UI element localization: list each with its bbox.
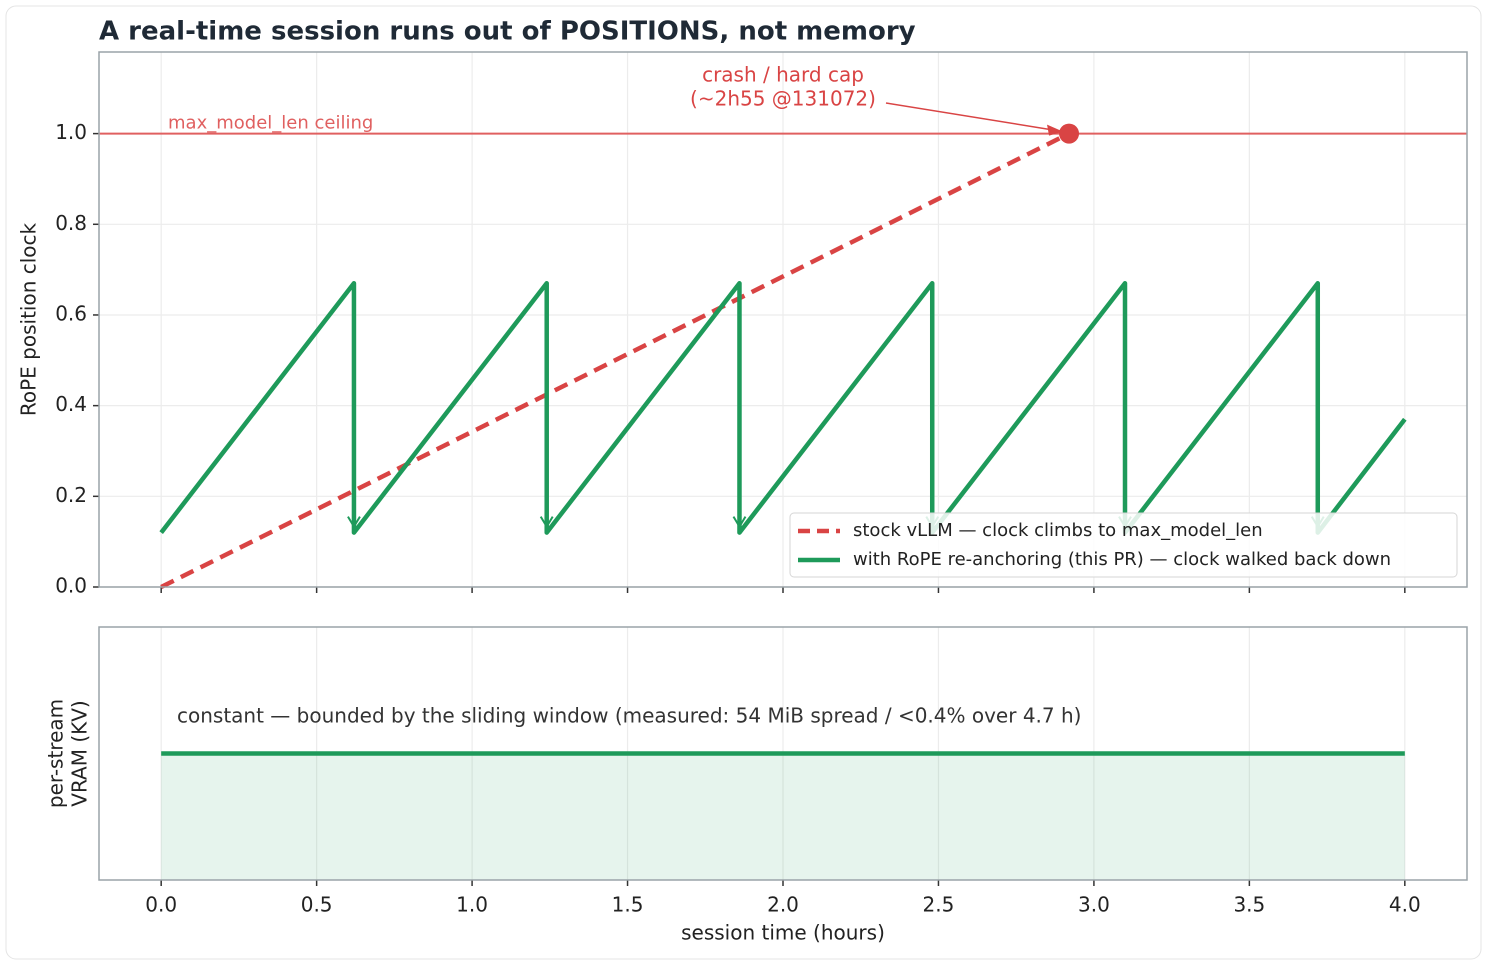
- x-tick-label: 2.5: [923, 893, 955, 917]
- axes-frame: [98, 51, 1468, 588]
- crash-label: crash / hard cap: [702, 63, 864, 87]
- chart-title: A real-time session runs out of POSITION…: [99, 17, 916, 47]
- crash-arrowhead: [1047, 124, 1064, 136]
- x-tick-label: 0.0: [145, 893, 177, 917]
- crash-point: [1059, 123, 1080, 144]
- line: [160, 131, 1071, 590]
- x-tick-label: 3.5: [1233, 893, 1265, 917]
- drop-arrow: [539, 516, 554, 529]
- y-tick-label: 0.2: [55, 483, 87, 507]
- y-tick-label: 1.0: [55, 120, 87, 144]
- area: [161, 753, 1405, 880]
- x-tick-label: 3.0: [1078, 893, 1110, 917]
- y-axis-label: RoPE position clock: [17, 222, 41, 416]
- x-tick-label: 1.0: [456, 893, 488, 917]
- line: [159, 280, 1407, 535]
- y-tick-label: 0.4: [55, 392, 87, 416]
- legend-box: [789, 512, 1458, 578]
- x-tick-label: 4.0: [1389, 893, 1421, 917]
- x-axis-label: session time (hours): [681, 921, 885, 945]
- y-tick-label: 0.8: [55, 211, 87, 235]
- annotation: constant — bounded by the sliding window…: [177, 704, 1081, 728]
- y-axis-label: per-stream: [44, 699, 68, 808]
- y-tick-label: 0.0: [55, 574, 87, 598]
- axes-frame: [98, 626, 1468, 881]
- y-tick-label: 0.6: [55, 301, 87, 325]
- crash-label: (~2h55 @131072): [690, 87, 876, 111]
- x-tick-label: 2.0: [767, 893, 799, 917]
- legend-label: stock vLLM — clock climbs to max_model_l…: [853, 520, 1263, 541]
- x-tick-label: 1.5: [612, 893, 644, 917]
- drop-arrow: [347, 516, 361, 529]
- legend-label: with RoPE re-anchoring (this PR) — clock…: [853, 549, 1391, 570]
- drop-arrow: [732, 516, 747, 529]
- y-axis-label: VRAM (KV): [68, 700, 92, 806]
- crash-arrow: [885, 102, 1064, 133]
- card: [5, 5, 1482, 960]
- ceiling-label: max_model_len ceiling: [168, 113, 373, 134]
- x-tick-label: 0.5: [301, 893, 333, 917]
